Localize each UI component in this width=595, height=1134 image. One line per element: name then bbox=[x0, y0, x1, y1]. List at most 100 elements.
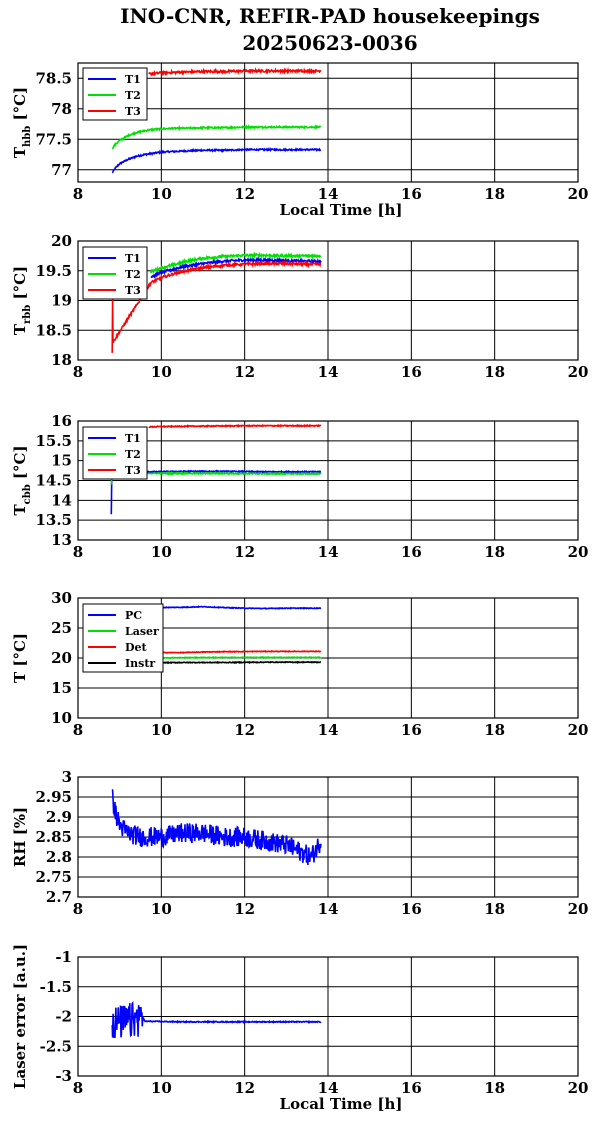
x-tick-label: 16 bbox=[401, 721, 422, 739]
y-tick-label: 2.75 bbox=[35, 868, 72, 886]
y-axis-label: RH [%] bbox=[11, 807, 29, 867]
series-group bbox=[148, 605, 322, 665]
y-axis-label: T [°C] bbox=[11, 633, 29, 683]
x-tick-label: 20 bbox=[568, 363, 589, 381]
plot-frame bbox=[77, 956, 579, 1077]
y-tick-label: 30 bbox=[51, 589, 72, 607]
legend-label: T3 bbox=[125, 105, 141, 118]
y-tick-label: 10 bbox=[51, 709, 72, 727]
legend-label: T1 bbox=[125, 252, 141, 265]
y-tick-label: 3 bbox=[62, 768, 72, 786]
series-line-t2 bbox=[150, 251, 322, 275]
y-tick-label: -2 bbox=[55, 1008, 72, 1026]
legend-label: T2 bbox=[125, 268, 141, 281]
legend-label: T3 bbox=[125, 464, 141, 477]
x-tick-label: 12 bbox=[234, 185, 255, 203]
x-tick-label: 8 bbox=[73, 363, 83, 381]
y-tick-label: 2.9 bbox=[46, 808, 72, 826]
series-line-t3 bbox=[148, 423, 322, 429]
y-tick-label: 18 bbox=[51, 351, 72, 369]
series-line-pc bbox=[148, 605, 322, 610]
y-axis-label: Laser error [a.u.] bbox=[11, 944, 29, 1089]
y-axis-label: Trbb [°C] bbox=[11, 266, 33, 335]
legend: T1 T2 T3 bbox=[82, 426, 148, 480]
x-tick-label: 10 bbox=[151, 900, 172, 918]
x-tick-label: 20 bbox=[568, 1079, 589, 1097]
chart-panel-5: 8 10 12 14 16 18 20 2.7 2.75 2.8 2.85 2.9 2.95 3 RH [%… bbox=[11, 768, 588, 918]
x-tick-label: 10 bbox=[151, 363, 172, 381]
legend-label: T2 bbox=[125, 89, 141, 102]
x-tick-label: 10 bbox=[151, 721, 172, 739]
y-tick-label: 13 bbox=[51, 531, 72, 549]
y-tick-label: 2.85 bbox=[35, 828, 72, 846]
legend-label: Laser bbox=[125, 625, 159, 638]
x-tick-label: 20 bbox=[568, 185, 589, 203]
series-line-t3 bbox=[148, 66, 322, 78]
y-tick-label: -1.5 bbox=[40, 978, 72, 996]
plot-frame bbox=[77, 420, 579, 541]
y-tick-label: -3 bbox=[55, 1067, 72, 1085]
y-tick-label: -1 bbox=[55, 948, 72, 966]
y-axis-label: Tcbb [°C] bbox=[11, 445, 33, 515]
series-group bbox=[111, 788, 322, 866]
y-tick-label: 13.5 bbox=[35, 511, 72, 529]
y-tick-label: 15.5 bbox=[35, 432, 72, 450]
x-tick-label: 18 bbox=[484, 900, 505, 918]
y-tick-label: 16 bbox=[51, 412, 72, 430]
y-tick-label: 78 bbox=[51, 100, 72, 118]
y-tick-label: 15 bbox=[51, 679, 72, 697]
y-tick-label: 18.5 bbox=[35, 321, 72, 339]
legend: T1 T2 T3 bbox=[82, 67, 148, 121]
x-tick-label: 14 bbox=[318, 721, 339, 739]
plot-frame bbox=[77, 240, 579, 361]
series-line-instr bbox=[148, 660, 322, 665]
x-tick-label: 12 bbox=[234, 721, 255, 739]
x-tick-label: 16 bbox=[401, 900, 422, 918]
plot-frame bbox=[77, 62, 579, 183]
series-line-data bbox=[111, 788, 322, 866]
x-axis-label: Local Time [h] bbox=[280, 201, 403, 219]
series-line-t2 bbox=[111, 124, 321, 150]
figure-subtitle: 20250623-0036 bbox=[242, 31, 417, 55]
y-tick-label: 14.5 bbox=[35, 472, 72, 490]
legend: T1 T2 T3 bbox=[82, 246, 148, 300]
x-tick-label: 18 bbox=[484, 543, 505, 561]
legend-label: Instr bbox=[125, 657, 155, 670]
legend-label: T1 bbox=[125, 73, 141, 86]
legend-label: Det bbox=[125, 641, 148, 654]
x-tick-label: 18 bbox=[484, 185, 505, 203]
chart-panel-2: 8 10 12 14 16 18 20 18 18.5 19 19.5 20 Trbb [°C] T1 T2… bbox=[11, 232, 588, 381]
x-tick-label: 8 bbox=[73, 900, 83, 918]
x-tick-label: 16 bbox=[401, 543, 422, 561]
legend-label: T2 bbox=[125, 448, 141, 461]
y-tick-label: 2.8 bbox=[46, 848, 72, 866]
x-tick-label: 20 bbox=[568, 543, 589, 561]
y-tick-label: 20 bbox=[51, 649, 72, 667]
x-tick-label: 18 bbox=[484, 721, 505, 739]
x-tick-label: 12 bbox=[234, 363, 255, 381]
series-line-laser bbox=[148, 655, 322, 660]
x-tick-label: 12 bbox=[234, 1079, 255, 1097]
x-tick-label: 10 bbox=[151, 185, 172, 203]
y-tick-label: 14 bbox=[51, 491, 72, 509]
x-axis-label: Local Time [h] bbox=[280, 1095, 403, 1113]
x-tick-label: 20 bbox=[568, 900, 589, 918]
y-axis-label: Thbb [°C] bbox=[11, 87, 33, 158]
legend-label: T3 bbox=[125, 284, 141, 297]
y-tick-label: 78.5 bbox=[35, 69, 72, 87]
x-tick-label: 14 bbox=[318, 185, 339, 203]
x-tick-label: 10 bbox=[151, 543, 172, 561]
x-tick-label: 8 bbox=[73, 185, 83, 203]
series-line-t1 bbox=[150, 256, 322, 280]
y-tick-label: 2.7 bbox=[46, 888, 72, 906]
y-tick-label: 2.95 bbox=[35, 788, 72, 806]
y-tick-label: 19 bbox=[51, 292, 72, 310]
y-tick-label: 15 bbox=[51, 452, 72, 470]
x-tick-label: 14 bbox=[318, 900, 339, 918]
plot-frame bbox=[77, 597, 579, 719]
plot-frame bbox=[77, 776, 579, 898]
x-tick-label: 18 bbox=[484, 363, 505, 381]
